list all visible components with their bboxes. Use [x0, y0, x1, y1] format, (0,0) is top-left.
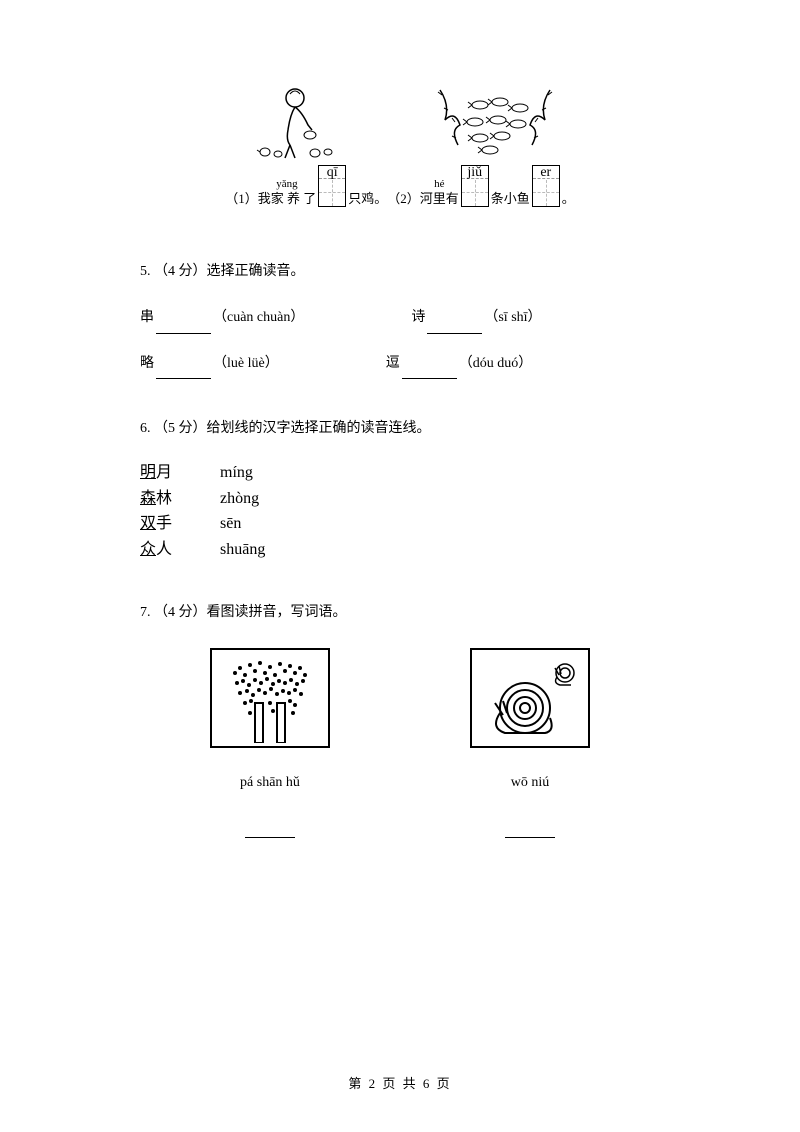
q5-opts-1: （cuàn chuàn）: [213, 310, 304, 325]
q4-s1-box1[interactable]: qī: [318, 165, 346, 207]
page-footer: 第 2 页 共 6 页: [0, 1073, 800, 1092]
q6-header: 6. （5 分）给划线的汉字选择正确的读音连线。: [140, 414, 660, 445]
q7-pinyin-2: wō niú: [511, 768, 550, 799]
q4-s2-prefix: （2）: [387, 188, 420, 207]
q7-item-1: pá shān hǔ: [210, 648, 330, 838]
q7-pinyin-1: pá shān hǔ: [240, 768, 300, 799]
q4-s2-text: hé 河里有: [420, 178, 459, 207]
q5-char-1: 串: [140, 310, 154, 325]
q4-s2-mid: 条小鱼: [491, 188, 530, 207]
q4-s2-box1[interactable]: jiǔ: [461, 165, 489, 207]
q7-item-2: wō niú: [470, 648, 590, 838]
q4-s1-text: yǎng 我家 养 了: [258, 178, 317, 207]
q6-pairs: 明月 míng 森林 zhòng 双手 sēn 众人 shuāng: [140, 460, 660, 562]
q7-images: pá shān hǔ: [140, 648, 660, 838]
q5-opts-2: （sī shī）: [484, 310, 541, 325]
q4-illustrations: [140, 80, 660, 160]
q7-blank-1[interactable]: [245, 824, 295, 838]
q5-header: 5. （4 分）选择正确读音。: [140, 257, 660, 288]
q4-s1-prefix: （1）: [225, 188, 258, 207]
q7-header: 7. （4 分）看图读拼音，写词语。: [140, 598, 660, 629]
q7-blank-2[interactable]: [505, 824, 555, 838]
q4-sentences: （1） yǎng 我家 养 了 qī 只鸡。 （2） hé 河里有 jiǔ 条小…: [140, 165, 660, 207]
q5-row-2: 略 （luè lüè） 逗 （dóu duó）: [140, 349, 660, 380]
q6-pair-4[interactable]: 众人 shuāng: [140, 537, 660, 563]
fish-in-river-icon: [430, 80, 560, 160]
q5-row-1: 串 （cuàn chuàn） 诗 （sī shī）: [140, 303, 660, 334]
q6-pair-1[interactable]: 明月 míng: [140, 460, 660, 486]
q4-s2-suffix: 。: [562, 188, 575, 207]
ivy-image: [210, 648, 330, 748]
question-5: 5. （4 分）选择正确读音。 串（cuàn chuàn） 诗（sī shī） …: [140, 257, 660, 379]
q4-s2-box2[interactable]: er: [532, 165, 560, 207]
question-4-area: （1） yǎng 我家 养 了 qī 只鸡。 （2） hé 河里有 jiǔ 条小…: [140, 80, 660, 207]
question-6: 6. （5 分）给划线的汉字选择正确的读音连线。 明月 míng 森林 zhòn…: [140, 414, 660, 562]
q5-char-2: 诗: [411, 310, 425, 325]
q5-char-3: 略: [140, 356, 154, 371]
q5-blank-2[interactable]: [427, 333, 482, 334]
q6-pair-2[interactable]: 森林 zhòng: [140, 486, 660, 512]
q5-char-4: 逗: [386, 356, 400, 371]
snail-image: [470, 648, 590, 748]
q4-s1-suffix: 只鸡。: [348, 188, 387, 207]
q6-pair-3[interactable]: 双手 sēn: [140, 511, 660, 537]
girl-feeding-chickens-icon: [240, 80, 350, 160]
q5-blank-4[interactable]: [402, 378, 457, 379]
q5-opts-4: （dóu duó）: [459, 356, 533, 371]
q5-opts-3: （luè lüè）: [213, 356, 279, 371]
q5-blank-3[interactable]: [156, 378, 211, 379]
q5-blank-1[interactable]: [156, 333, 211, 334]
question-7: 7. （4 分）看图读拼音，写词语。 pá shān hǔ: [140, 598, 660, 839]
